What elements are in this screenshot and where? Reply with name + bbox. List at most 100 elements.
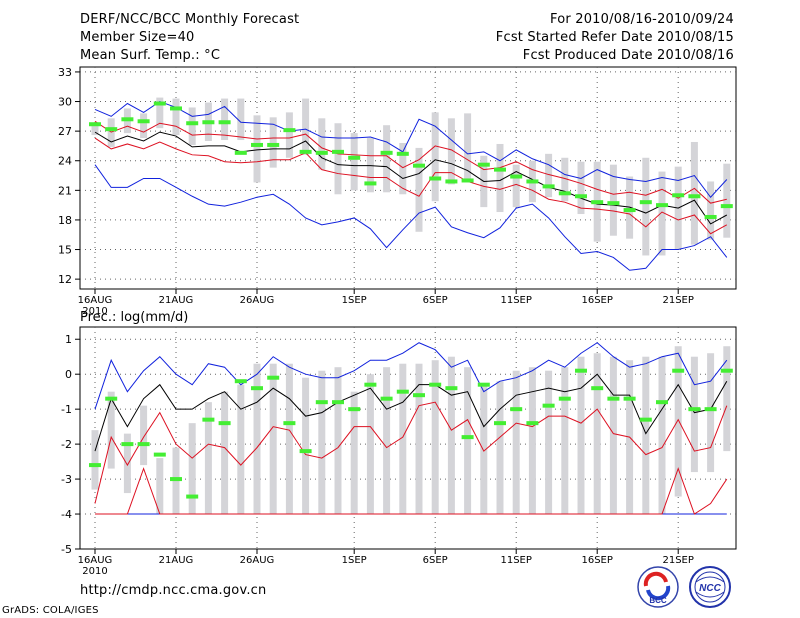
temp-observed-bar xyxy=(526,179,539,184)
temp-ytick-label: 21 xyxy=(58,184,72,197)
temp-observed-bar xyxy=(656,203,668,208)
temp-spread-box xyxy=(172,98,180,136)
prec-spread-box xyxy=(528,367,536,515)
prec-observed-bar xyxy=(299,449,312,454)
temp-xtick-label: 6SEP xyxy=(423,295,448,306)
prec-spread-box xyxy=(609,356,617,515)
temp-observed-bar xyxy=(299,149,312,154)
temp-observed-bar xyxy=(510,174,523,179)
temp-observed-bar xyxy=(704,214,717,219)
prec-observed-bar xyxy=(477,382,490,387)
prec-xtick-label: 21SEP xyxy=(662,555,693,566)
temp-ensemble-min-line xyxy=(94,164,728,271)
prec-observed-bar xyxy=(380,396,393,401)
prec-spread-box xyxy=(577,356,585,515)
temp-spread-box xyxy=(383,125,391,193)
prec-observed-bar xyxy=(607,396,620,401)
temp-observed-bar xyxy=(283,128,296,133)
prec-ytick-label: 1 xyxy=(65,333,72,346)
prec-observed-bar xyxy=(623,396,636,401)
prec-spread-box xyxy=(723,346,731,452)
temp-year-label: 2010 xyxy=(82,306,107,317)
temp-observed-bar xyxy=(121,117,134,122)
prec-spread-box xyxy=(253,363,261,515)
temp-observed-bar xyxy=(396,151,409,156)
prec-observed-bar xyxy=(688,407,701,412)
temp-spread-box xyxy=(237,98,245,141)
temp-spread-box xyxy=(285,112,293,158)
temp-spread-box xyxy=(415,147,423,232)
source-url[interactable]: http://cmdp.ncc.cma.gov.cn xyxy=(80,583,267,598)
temp-ytick-label: 33 xyxy=(58,66,72,79)
temp-spread-box xyxy=(609,164,617,236)
prec-observed-bar xyxy=(720,368,733,373)
temp-spread-box xyxy=(690,141,698,245)
temp-observed-bar xyxy=(251,142,263,147)
prec-observed-bar xyxy=(186,494,199,499)
prec-xtick-label: 16AUG xyxy=(78,555,113,566)
temp-spread-box xyxy=(140,113,148,139)
fcst-produced-date: Fcst Produced Date 2010/08/16 xyxy=(522,48,734,63)
prec-spread-box xyxy=(318,370,326,515)
prec-spread-box xyxy=(269,363,277,515)
temp-spread-box xyxy=(545,153,553,198)
temp-spread-box xyxy=(188,107,196,145)
temp-observed-bar xyxy=(186,121,199,126)
prec-observed-bar xyxy=(348,407,361,412)
prec-spread-box xyxy=(140,405,148,466)
temp-spread-box xyxy=(512,164,520,208)
member-size: Member Size=40 xyxy=(80,30,195,45)
prec-ytick-label: -1 xyxy=(61,403,72,416)
temp-spread-box xyxy=(399,142,407,195)
temp-spread-box xyxy=(447,118,455,185)
temp-observed-bar xyxy=(315,150,328,155)
prec-spread-box xyxy=(480,384,488,515)
temp-ensemble-mean-line xyxy=(94,131,728,225)
prec-minus-sd-line xyxy=(94,401,728,504)
prec-observed-bar xyxy=(510,407,523,412)
prec-observed-bar xyxy=(461,435,474,440)
prec-observed-bar xyxy=(251,386,263,391)
temp-observed-bar xyxy=(639,200,652,205)
ncc-logo-icon: NCC xyxy=(689,566,731,608)
temp-ytick-label: 30 xyxy=(58,96,72,109)
temp-observed-bar xyxy=(413,163,425,168)
temp-observed-bar xyxy=(542,184,555,189)
prec-spread-box xyxy=(204,402,212,515)
prec-observed-bar xyxy=(413,393,425,398)
prec-spread-box xyxy=(690,356,698,473)
prec-observed-bar xyxy=(315,400,328,405)
prec-ytick-label: -2 xyxy=(61,438,72,451)
prec-xtick-label: 6SEP xyxy=(423,555,448,566)
temp-xtick-label: 21SEP xyxy=(662,295,693,306)
prec-spread-box xyxy=(123,433,131,494)
prec-observed-bar xyxy=(170,477,182,482)
temp-frame xyxy=(79,66,737,290)
temp-observed-bar xyxy=(429,176,442,181)
prec-observed-bar xyxy=(558,396,571,401)
prec-spread-box xyxy=(415,363,423,515)
temp-ensemble-max-line xyxy=(94,100,728,199)
prec-spread-box xyxy=(593,353,601,515)
variable-label: Mean Surf. Temp.: °C xyxy=(80,48,221,63)
prec-spread-box xyxy=(188,423,196,515)
prec-observed-bar xyxy=(575,368,587,373)
temp-ytick-label: 24 xyxy=(58,155,72,168)
prec-xtick-label: 1SEP xyxy=(342,555,367,566)
prec-observed-bar xyxy=(656,400,668,405)
temp-observed-bar xyxy=(720,204,733,209)
temp-ytick-label: 15 xyxy=(58,244,72,257)
temp-xtick-label: 1SEP xyxy=(342,295,367,306)
prec-ytick-label: -3 xyxy=(61,473,72,486)
prec-spread-box xyxy=(399,363,407,515)
temp-spread-box xyxy=(723,163,731,238)
prec-observed-bar xyxy=(672,368,685,373)
prec-spread-box xyxy=(350,391,358,515)
prec-xtick-label: 21AUG xyxy=(159,555,194,566)
temp-observed-bar xyxy=(461,178,474,183)
temp-minus-sd-line xyxy=(94,137,728,235)
temp-spread-box xyxy=(350,133,358,191)
temp-spread-box xyxy=(464,113,472,183)
prec-spread-box xyxy=(221,391,229,515)
temp-observed-bar xyxy=(558,191,571,196)
